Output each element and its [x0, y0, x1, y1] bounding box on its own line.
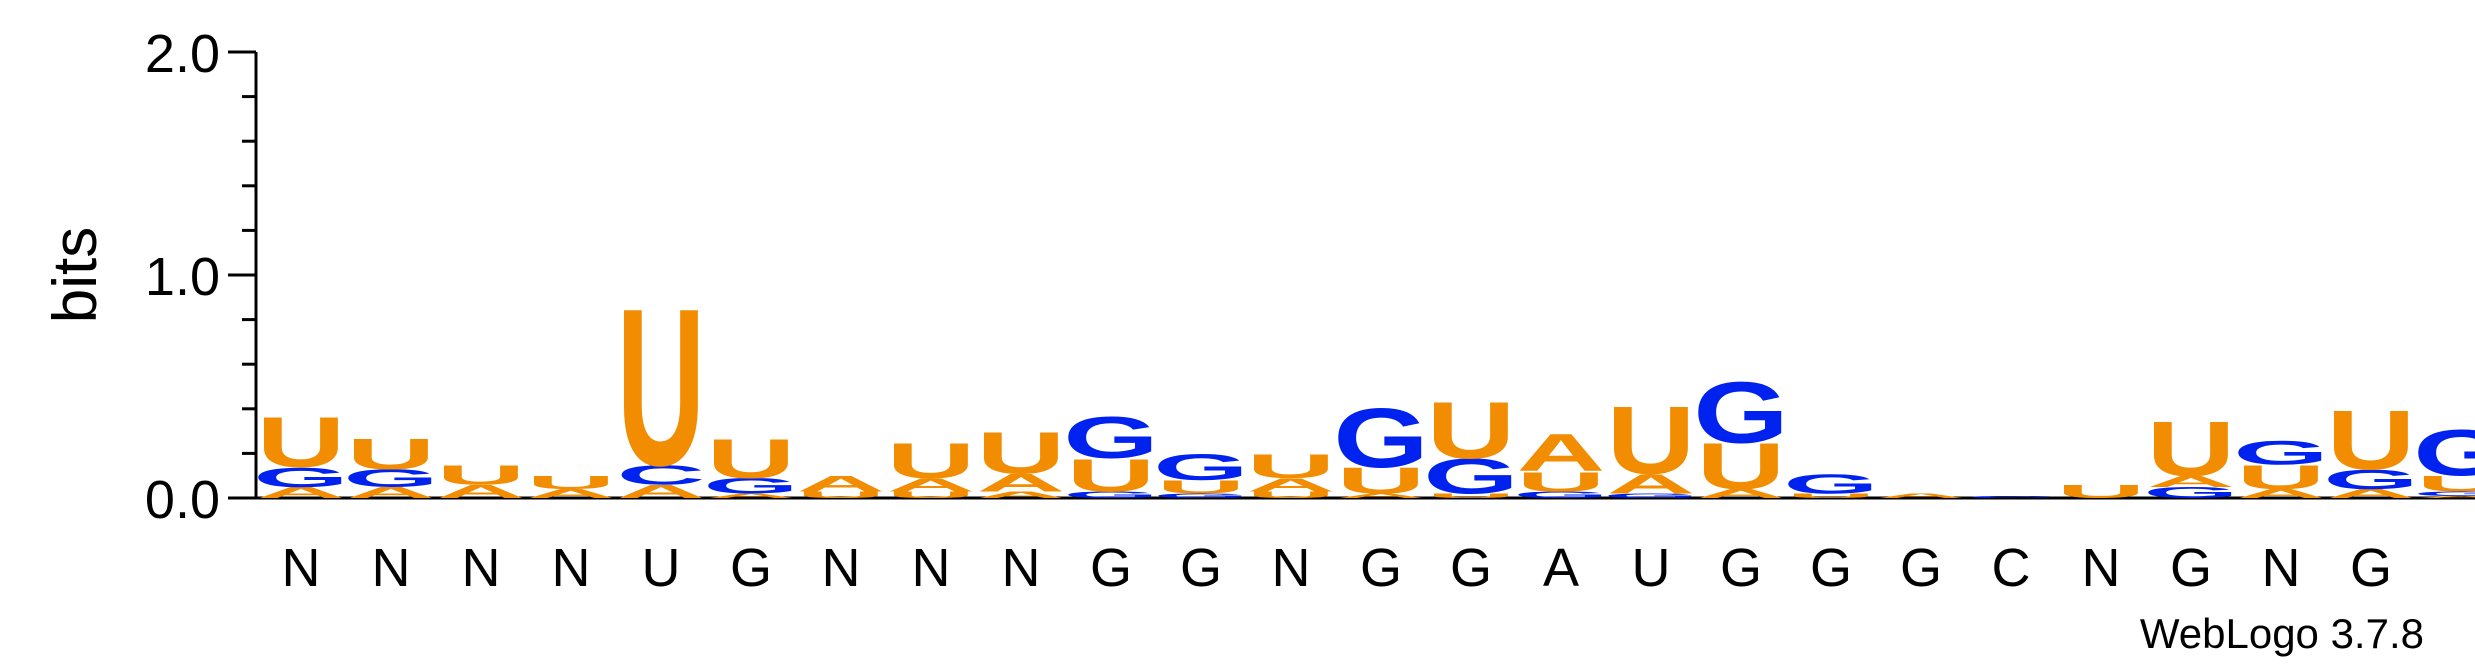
- logo-letter-g: G: [1153, 447, 1249, 489]
- logo-letter-g: G: [2413, 417, 2475, 490]
- x-tick-label: G: [2350, 538, 2392, 598]
- logo-letter-g: G: [2323, 464, 2419, 495]
- logo-letter-a: A: [1697, 487, 1786, 501]
- logo-letter-a: A: [1337, 492, 1426, 499]
- logo-letter-u: U: [1697, 430, 1786, 503]
- logo-letter-g: G: [1063, 405, 1159, 471]
- x-tick-label: A: [1543, 538, 1579, 598]
- logo-letter-u: U: [1607, 387, 1696, 494]
- x-tick-label: N: [2082, 538, 2121, 598]
- logo-letter-u: U: [1337, 460, 1426, 502]
- logo-letter-a: A: [1877, 492, 1966, 499]
- logo-letter-a: A: [1517, 424, 1606, 483]
- x-tick-label: U: [1632, 538, 1671, 598]
- logo-letter-a: A: [1607, 468, 1696, 499]
- x-tick-label: G: [1090, 538, 1132, 598]
- logo-letter-a: A: [527, 487, 616, 501]
- logo-letter-u: U: [707, 428, 796, 490]
- logo-letter-g: G: [2413, 490, 2475, 497]
- x-tick-label: G: [730, 538, 772, 598]
- logo-letter-a: A: [257, 484, 346, 501]
- logo-letter-u: U: [1247, 490, 1336, 500]
- x-tick-label: G: [1900, 538, 1942, 598]
- x-tick-label: N: [1002, 538, 1041, 598]
- logo-letter-a: A: [2147, 473, 2236, 490]
- logo-letter-a: A: [977, 490, 1066, 500]
- logo-letter-a: A: [347, 484, 436, 501]
- logo-letter-u: U: [617, 262, 706, 513]
- x-tick-label: N: [372, 538, 411, 598]
- logo-letter-g: G: [1783, 468, 1879, 499]
- logo-letter-u: U: [887, 433, 976, 489]
- logo-letter-c: C: [1967, 495, 2056, 498]
- logo-letter-a: A: [887, 474, 976, 495]
- logo-letter-u: U: [2237, 458, 2326, 496]
- x-tick-label: G: [1360, 538, 1402, 598]
- logo-letter-u: U: [527, 472, 616, 493]
- logo-letter-g: G: [1063, 490, 1159, 500]
- logo-letter-a: A: [1247, 474, 1336, 495]
- logo-letter-a: A: [2327, 487, 2416, 501]
- logo-letter-g: G: [1333, 392, 1429, 485]
- x-tick-label: N: [462, 538, 501, 598]
- logo-letter-u: U: [1157, 477, 1246, 498]
- x-tick-label: G: [2170, 538, 2212, 598]
- x-tick-label: N: [1272, 538, 1311, 598]
- logo-letter-u: U: [1427, 492, 1516, 499]
- logo-letter-g: G: [253, 461, 349, 492]
- logo-letter-g: G: [2143, 484, 2239, 501]
- logo-letter-u: U: [1247, 447, 1336, 485]
- logo-letter-u: U: [2057, 481, 2146, 502]
- logo-letter-g: G: [1423, 448, 1519, 504]
- y-tick-label-2: 2.0: [145, 24, 220, 84]
- logo-letter-u: U: [1787, 492, 1876, 499]
- y-tick-label-0: 0.0: [145, 470, 220, 530]
- logo-letter-u: U: [977, 421, 1066, 487]
- x-tick-label: N: [552, 538, 591, 598]
- logo-letter-a: A: [617, 481, 706, 502]
- logo-letter-g: G: [703, 474, 799, 498]
- x-tick-label: N: [912, 538, 951, 598]
- y-tick-label-1: 1.0: [145, 247, 220, 307]
- x-tick-label: C: [1992, 538, 2031, 598]
- logo-letter-a: A: [2237, 487, 2326, 501]
- x-tick-label: G: [1720, 538, 1762, 598]
- logo-letter-u: U: [2327, 394, 2416, 487]
- logo-letter-a: A: [2417, 495, 2475, 498]
- x-tick-label: U: [642, 538, 681, 598]
- logo-letter-u: U: [797, 490, 886, 500]
- y-axis-label: bits: [41, 227, 110, 323]
- logo-letter-u: U: [347, 430, 436, 479]
- logo-letter-u: U: [257, 403, 346, 483]
- logo-letter-g: G: [343, 464, 439, 492]
- x-tick-label: G: [1180, 538, 1222, 598]
- x-tick-label: N: [2262, 538, 2301, 598]
- logo-letter-u: U: [887, 490, 976, 500]
- logo-letter-c: C: [617, 459, 706, 490]
- x-tick-label: G: [1810, 538, 1852, 598]
- logo-letter-u: U: [1517, 466, 1606, 497]
- logo-letter-a: A: [707, 492, 796, 499]
- logo-letter-a: A: [977, 469, 1066, 497]
- logo-letter-u: U: [1067, 449, 1156, 501]
- logo-letter-u: U: [1427, 385, 1516, 475]
- logo-letter-u: U: [2417, 472, 2475, 496]
- logo-letter-g: G: [2233, 434, 2329, 472]
- logo-letter-g: G: [1603, 492, 1699, 499]
- weblogo-credit: WebLogo 3.7.8: [2140, 610, 2424, 657]
- x-tick-label: N: [822, 538, 861, 598]
- logo-letter-a: A: [437, 481, 526, 502]
- x-tick-label: N: [282, 538, 321, 598]
- logo-letter-g: G: [1153, 492, 1249, 499]
- x-tick-label: G: [1450, 538, 1492, 598]
- logo-letter-g: G: [1513, 490, 1609, 500]
- y-axis: 0.0 1.0 2.0 bits: [41, 24, 258, 530]
- logo-letter-g: G: [1693, 364, 1789, 461]
- logo-letter-a: A: [797, 472, 886, 496]
- logo-letter-u: U: [437, 459, 526, 490]
- logo-letter-u: U: [2147, 405, 2236, 492]
